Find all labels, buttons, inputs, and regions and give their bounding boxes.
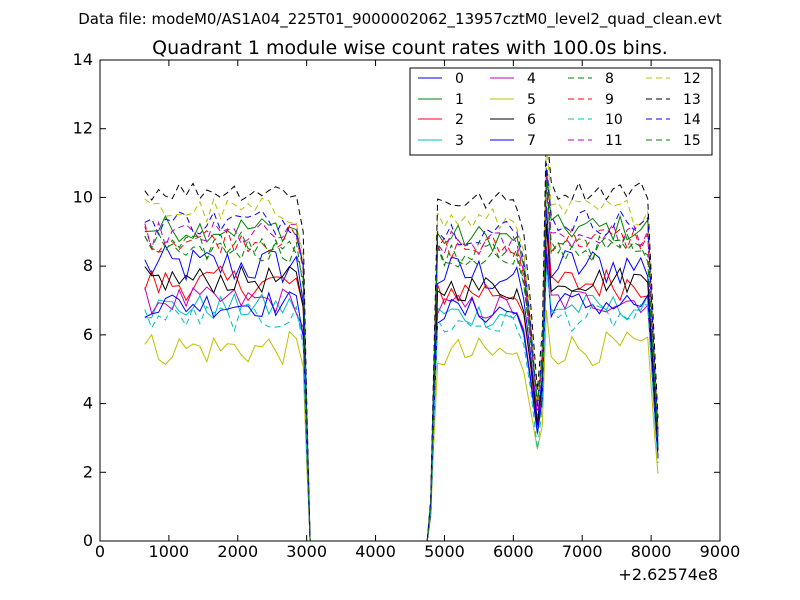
legend-label-10: 10 <box>605 112 623 128</box>
legend-label-15: 15 <box>683 133 701 149</box>
series-line-1 <box>144 168 659 542</box>
legend-label-6: 6 <box>527 112 536 128</box>
legend-label-4: 4 <box>527 71 536 87</box>
legend-label-3: 3 <box>455 133 464 149</box>
x-tick-label: 1000 <box>149 542 190 561</box>
series-line-9 <box>144 176 659 542</box>
y-tick-label: 14 <box>73 50 93 69</box>
x-tick-label: 8000 <box>631 542 672 561</box>
legend-label-8: 8 <box>605 71 614 87</box>
series-line-2 <box>144 223 659 542</box>
legend-label-12: 12 <box>683 71 701 87</box>
y-tick-label: 2 <box>83 462 93 481</box>
x-tick-label: 5000 <box>424 542 465 561</box>
legend-label-11: 11 <box>605 133 623 149</box>
x-tick-label: 4000 <box>355 542 396 561</box>
x-tick-label: 6000 <box>493 542 534 561</box>
legend-label-5: 5 <box>527 92 536 108</box>
x-tick-label: 7000 <box>562 542 603 561</box>
series-line-10 <box>144 268 659 542</box>
series-line-3 <box>144 257 659 542</box>
x-tick-label: 3000 <box>286 542 327 561</box>
series-line-0 <box>144 206 659 542</box>
y-tick-label: 12 <box>73 119 93 138</box>
chart-title: Quadrant 1 module wise count rates with … <box>152 37 668 59</box>
y-tick-label: 10 <box>73 187 93 206</box>
legend-label-1: 1 <box>455 92 464 108</box>
series-line-6 <box>144 223 659 542</box>
series-line-14 <box>144 162 659 542</box>
series-line-4 <box>144 246 659 542</box>
x-tick-label: 2000 <box>217 542 258 561</box>
x-offset-text: +2.62574e8 <box>618 565 718 584</box>
axis-ticks: 0 1000 2000 3000 4000 5000 6000 7000 8000 9000 0 2 4… <box>73 50 741 561</box>
legend-label-0: 0 <box>455 71 464 87</box>
y-tick-label: 6 <box>83 325 93 344</box>
series-line-12 <box>144 138 659 542</box>
y-tick-label: 4 <box>83 394 93 413</box>
legend-label-2: 2 <box>455 112 464 128</box>
series-line-13 <box>144 126 659 542</box>
suptitle: Data file: modeM0/AS1A04_225T01_90000020… <box>78 10 722 29</box>
legend-label-14: 14 <box>683 112 701 128</box>
series-line-15 <box>144 180 659 542</box>
plot-frame <box>99 59 721 542</box>
series-line-11 <box>144 176 659 542</box>
series-line-5 <box>144 309 659 542</box>
legend-label-7: 7 <box>527 133 536 149</box>
legend-label-13: 13 <box>683 92 701 108</box>
y-tick-label: 0 <box>83 531 93 550</box>
series-line-7 <box>144 253 659 542</box>
legend-label-9: 9 <box>605 92 614 108</box>
x-tick-label: 0 <box>95 542 105 561</box>
x-tick-label: 9000 <box>700 542 741 561</box>
y-tick-label: 8 <box>83 256 93 275</box>
plot-lines <box>144 126 659 542</box>
